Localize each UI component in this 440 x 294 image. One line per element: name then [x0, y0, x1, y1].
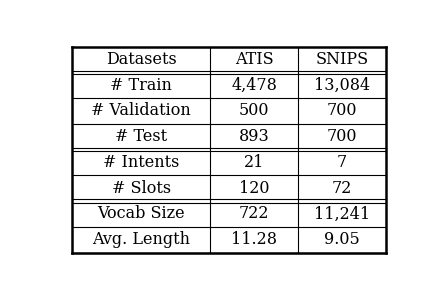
Text: 120: 120 — [239, 180, 269, 197]
Text: 700: 700 — [326, 128, 357, 145]
Text: 893: 893 — [238, 128, 269, 145]
Text: Datasets: Datasets — [106, 51, 176, 68]
Text: 722: 722 — [239, 206, 269, 223]
Text: 21: 21 — [244, 154, 264, 171]
Text: 13,084: 13,084 — [314, 77, 370, 94]
Text: ATIS: ATIS — [235, 51, 273, 68]
Text: 11,241: 11,241 — [314, 206, 370, 223]
Text: 4,478: 4,478 — [231, 77, 277, 94]
Text: 9.05: 9.05 — [324, 231, 360, 248]
Text: # Validation: # Validation — [91, 103, 191, 119]
Text: SNIPS: SNIPS — [315, 51, 368, 68]
Text: 11.28: 11.28 — [231, 231, 277, 248]
Text: # Test: # Test — [115, 128, 167, 145]
Text: 72: 72 — [332, 180, 352, 197]
Text: Vocab Size: Vocab Size — [97, 206, 185, 223]
Text: 700: 700 — [326, 103, 357, 119]
Text: # Intents: # Intents — [103, 154, 179, 171]
Text: 7: 7 — [337, 154, 347, 171]
Text: 500: 500 — [239, 103, 269, 119]
Text: # Train: # Train — [110, 77, 172, 94]
Text: Avg. Length: Avg. Length — [92, 231, 190, 248]
Text: # Slots: # Slots — [111, 180, 171, 197]
